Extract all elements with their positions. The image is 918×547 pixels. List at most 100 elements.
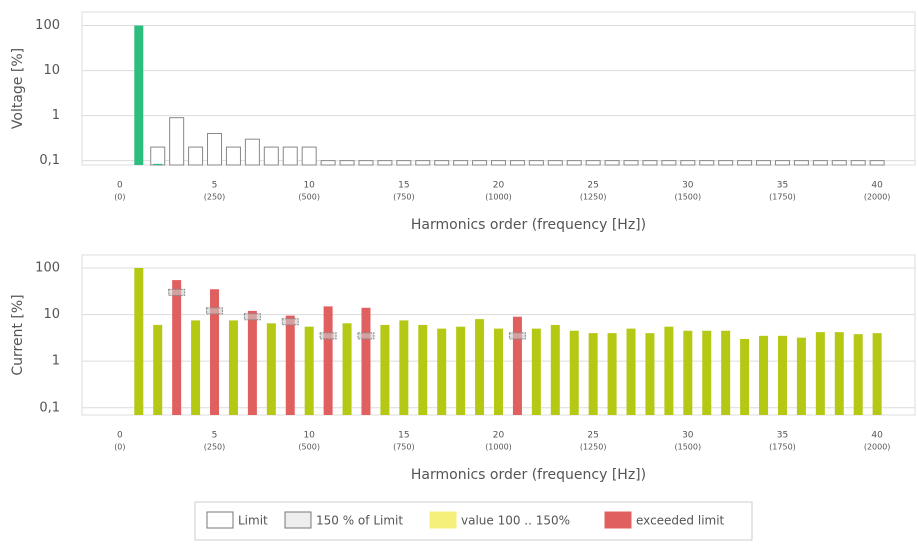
limit-bar: [604, 160, 620, 166]
bar: [191, 320, 201, 415]
x-tick-freq: (1000): [485, 443, 512, 452]
limit-bar: [661, 160, 677, 166]
x-tick-freq: (1000): [485, 193, 512, 202]
limit-bar: [793, 160, 809, 166]
x-tick-label: 20: [493, 431, 505, 441]
x-tick-freq: (500): [298, 193, 320, 202]
limit-bar: [850, 160, 866, 166]
legend-swatch: [604, 511, 632, 529]
bar: [588, 333, 598, 415]
limit-bar: [244, 138, 260, 166]
limit-bar: [396, 160, 412, 166]
bar: [512, 316, 522, 415]
limit-marker: [319, 332, 337, 340]
x-tick-freq: (500): [298, 443, 320, 452]
y-tick-label: 10: [43, 63, 60, 78]
y-tick-label: 1: [52, 108, 60, 123]
x-tick-freq: (1250): [580, 443, 607, 452]
bar: [361, 307, 371, 415]
x-tick-freq: (1750): [769, 193, 796, 202]
legend-swatch: [284, 511, 312, 529]
limit-bar: [188, 146, 204, 166]
bar: [759, 335, 769, 415]
limit-bar: [509, 160, 525, 166]
limit-bar: [263, 146, 279, 166]
limit-bar: [831, 160, 847, 166]
bar: [134, 267, 144, 415]
bar: [380, 324, 390, 415]
bar: [607, 333, 617, 415]
x-tick-freq: (250): [204, 443, 226, 452]
limit-bar: [623, 160, 639, 166]
bar: [815, 332, 825, 415]
x-tick-freq: (2000): [864, 193, 891, 202]
bar: [475, 319, 485, 415]
y-tick-label: 100: [35, 260, 60, 275]
bar: [418, 324, 428, 415]
x-tick-freq: (2000): [864, 443, 891, 452]
x-tick-label: 40: [871, 181, 883, 191]
limit-marker: [508, 332, 526, 340]
bar: [153, 324, 163, 415]
limit-marker: [206, 307, 224, 315]
bar: [134, 25, 144, 165]
x-axis-title: Harmonics order (frequency [Hz]): [411, 217, 646, 233]
x-tick-label: 40: [871, 431, 883, 441]
limit-bar: [453, 160, 469, 166]
x-tick-label: 10: [303, 431, 315, 441]
limit-bar: [169, 117, 185, 166]
bar: [834, 332, 844, 415]
x-tick-freq: (1500): [675, 443, 702, 452]
bar: [550, 324, 560, 415]
limit-bar: [491, 160, 506, 166]
limit-bar: [339, 160, 355, 166]
bar: [683, 330, 693, 415]
x-tick-label: 15: [398, 431, 409, 441]
bar: [266, 323, 276, 415]
bar: [228, 320, 238, 415]
y-tick-label: 0,1: [39, 153, 60, 168]
limit-marker: [281, 318, 299, 326]
x-tick-freq: (1250): [580, 193, 607, 202]
x-tick-freq: (750): [393, 443, 415, 452]
limit-bar: [585, 160, 601, 166]
y-tick-label: 10: [43, 307, 60, 322]
x-tick-label: 25: [587, 431, 598, 441]
y-axis-title: Voltage [%]: [10, 48, 26, 129]
limit-bar: [282, 146, 298, 166]
x-tick-label: 5: [212, 181, 218, 191]
bar: [323, 306, 333, 415]
bar: [456, 326, 466, 415]
x-tick-label: 15: [398, 181, 409, 191]
x-tick-freq: (1750): [769, 443, 796, 452]
x-tick-label: 0: [117, 431, 123, 441]
bar: [645, 333, 655, 415]
limit-bar: [869, 160, 885, 166]
x-tick-freq: (750): [393, 193, 415, 202]
limit-bar: [547, 160, 563, 166]
bar: [342, 323, 352, 415]
bar: [172, 280, 182, 415]
limit-marker: [357, 332, 375, 340]
limit-bar: [812, 160, 828, 166]
bar: [777, 335, 787, 415]
limit-bar: [150, 146, 166, 166]
bar: [740, 338, 750, 415]
limit-bar: [207, 133, 223, 166]
bar: [569, 330, 579, 415]
x-tick-label: 25: [587, 181, 598, 191]
limit-bar: [320, 160, 336, 166]
limit-bar: [756, 160, 772, 166]
bar: [494, 328, 503, 415]
limit-bar: [225, 146, 241, 166]
limit-bar: [774, 160, 790, 166]
y-tick-label: 100: [35, 18, 60, 33]
bar: [664, 326, 674, 415]
bar: [531, 328, 541, 415]
limit-bar: [377, 160, 393, 166]
limit-bar: [566, 160, 582, 166]
x-tick-freq: (0): [114, 443, 125, 452]
x-tick-label: 35: [777, 181, 788, 191]
bar: [796, 337, 806, 415]
bar: [153, 163, 163, 165]
